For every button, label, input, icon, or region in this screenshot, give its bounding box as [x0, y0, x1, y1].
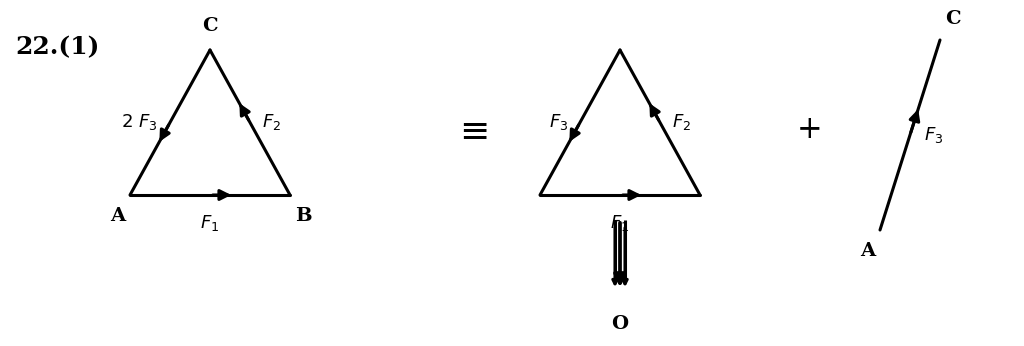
Text: C: C [202, 17, 218, 35]
Text: $\equiv$: $\equiv$ [453, 113, 487, 147]
Text: C: C [945, 10, 961, 28]
Text: $F_2$: $F_2$ [672, 112, 691, 133]
Text: A: A [110, 207, 125, 225]
Text: +: + [798, 115, 823, 146]
Text: $F_2$: $F_2$ [262, 112, 282, 133]
Text: B: B [295, 207, 311, 225]
Text: $F_3$: $F_3$ [924, 125, 943, 145]
Text: $2\ F_3$: $2\ F_3$ [122, 112, 158, 133]
Text: 22.(1): 22.(1) [15, 35, 99, 59]
Text: A: A [860, 242, 874, 260]
Text: $F_1$: $F_1$ [201, 213, 219, 233]
Text: O: O [611, 315, 629, 333]
Text: $F_3$: $F_3$ [549, 112, 568, 133]
Text: $F_1$: $F_1$ [610, 213, 630, 233]
